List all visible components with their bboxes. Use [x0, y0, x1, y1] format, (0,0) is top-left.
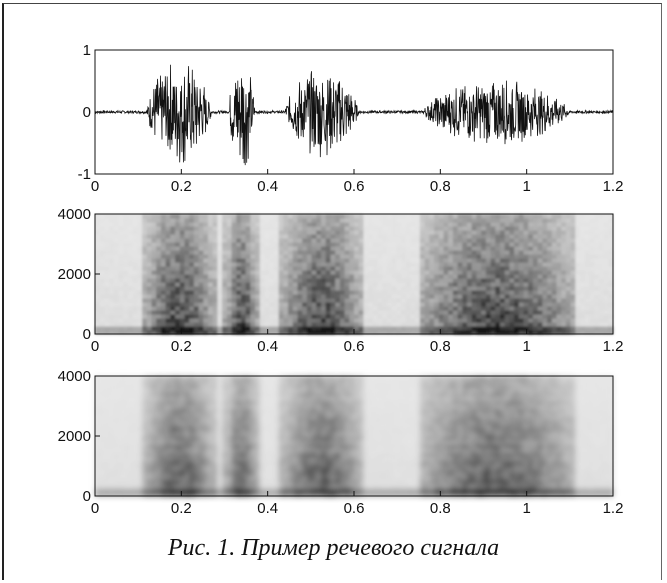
x-tick-label: 0: [91, 178, 99, 195]
spectrogram-2-panel: 0 2000 4000 0 0.2 0.4 0.6 0.8 1 1.2: [58, 368, 624, 517]
x-tick-label: 1.2: [603, 500, 624, 517]
spectrogram-2-image: [95, 376, 614, 497]
x-tick-label: 0.2: [171, 338, 192, 355]
waveform-panel: -101 0 0.2 0.4 0.6 0.8 1 1.2: [78, 42, 624, 195]
y-tick-label: 1: [83, 42, 91, 59]
y-tick-label: 4000: [58, 206, 91, 223]
x-tick-label: 0.6: [344, 178, 365, 195]
figure-frame: [2, 3, 662, 580]
y-tick-label: 0: [83, 326, 91, 343]
y-tick-label: 4000: [58, 368, 91, 385]
x-tick-label: 0: [91, 500, 99, 517]
x-tick-label: 0.6: [344, 338, 365, 355]
x-tick-label: 0.8: [430, 500, 451, 517]
x-tick-label: 1: [522, 178, 530, 195]
y-tick-label: 2000: [58, 266, 91, 283]
y-tick-label: 0: [83, 104, 91, 121]
figure-caption: Рис. 1. Пример речевого сигнала: [167, 535, 500, 561]
x-tick-label: 0: [91, 338, 99, 355]
y-tick-label: 2000: [58, 428, 91, 445]
x-tick-label: 0.8: [430, 178, 451, 195]
x-tick-label: 0.8: [430, 338, 451, 355]
y-tick-label: 0: [83, 488, 91, 505]
spectrogram-1-panel: 0 2000 4000 0 0.2 0.4 0.6 0.8 1 1.2: [58, 206, 624, 355]
x-tick-label: 1: [522, 500, 530, 517]
x-tick-label: 1.2: [603, 338, 624, 355]
waveform-line: [94, 64, 614, 166]
x-tick-label: 0.4: [257, 500, 278, 517]
x-tick-label: 1.2: [603, 178, 624, 195]
x-tick-label: 0.6: [344, 500, 365, 517]
x-tick-label: 0.4: [257, 338, 278, 355]
y-tick-label: -1: [78, 166, 91, 183]
x-tick-label: 0.2: [171, 500, 192, 517]
spectrogram-1-image: [95, 214, 614, 335]
x-tick-label: 0.2: [171, 178, 192, 195]
x-tick-label: 1: [522, 338, 530, 355]
x-tick-label: 0.4: [257, 178, 278, 195]
